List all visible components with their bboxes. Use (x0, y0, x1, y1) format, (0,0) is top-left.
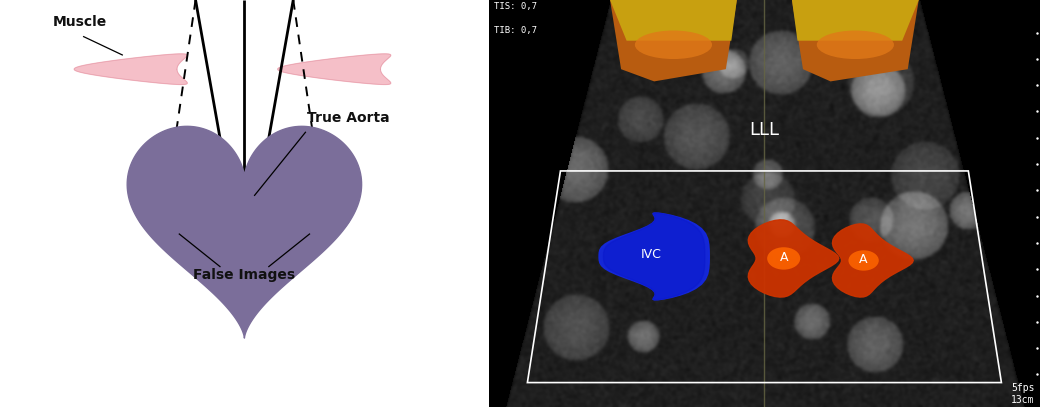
Text: TIS: 0,7: TIS: 0,7 (494, 2, 538, 11)
Polygon shape (127, 126, 362, 338)
Text: Muscle: Muscle (53, 15, 107, 29)
Ellipse shape (634, 31, 712, 59)
Text: True Aorta: True Aorta (308, 111, 390, 125)
Text: 5fps: 5fps (1011, 383, 1035, 393)
Ellipse shape (768, 247, 800, 269)
Text: A: A (859, 253, 867, 266)
Polygon shape (832, 224, 913, 297)
Ellipse shape (291, 183, 353, 236)
Ellipse shape (849, 250, 879, 271)
Polygon shape (748, 220, 839, 297)
Polygon shape (603, 213, 705, 300)
Polygon shape (610, 0, 736, 41)
Ellipse shape (136, 183, 198, 236)
Polygon shape (792, 0, 918, 81)
Text: False Images: False Images (193, 268, 295, 282)
Text: IVC: IVC (641, 248, 661, 261)
Text: LLL: LLL (750, 121, 779, 139)
Polygon shape (610, 0, 736, 81)
Ellipse shape (816, 31, 894, 59)
Text: TIB: 0,7: TIB: 0,7 (494, 26, 538, 35)
Polygon shape (792, 0, 918, 41)
Polygon shape (599, 213, 709, 300)
Polygon shape (278, 54, 391, 84)
Polygon shape (74, 54, 187, 84)
Text: A: A (779, 251, 788, 264)
Text: 13cm: 13cm (1011, 395, 1035, 405)
